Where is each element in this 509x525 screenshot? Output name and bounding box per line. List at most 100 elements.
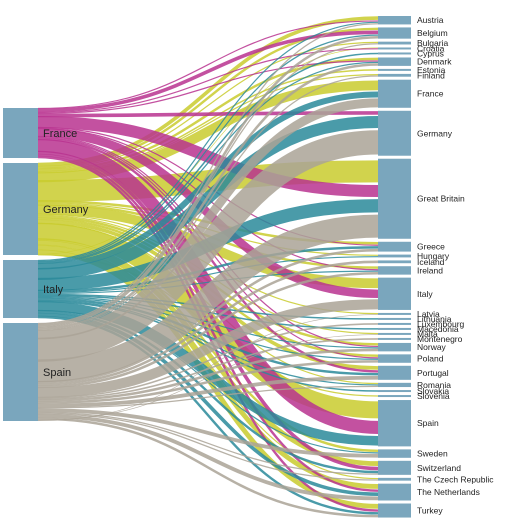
target-label-hungary: Hungary	[417, 251, 450, 261]
link-italy-to-denmark	[37, 61, 379, 265]
target-node-montenegro	[378, 337, 411, 340]
link-italy-to-portugal	[37, 297, 379, 376]
target-node-austria	[378, 16, 411, 25]
target-label-bulgaria: Bulgaria	[417, 38, 448, 48]
source-label-italy: Italy	[43, 284, 64, 296]
link-spain-to-luxembourg	[37, 323, 379, 399]
link-italy-to-poland	[37, 296, 379, 360]
source-node-spain	[3, 323, 38, 421]
target-node-slovakia	[378, 390, 411, 393]
link-spain-to-italy	[37, 299, 379, 398]
link-spain-to-the-czech-republic	[37, 412, 379, 481]
target-label-turkey: Turkey	[417, 506, 443, 516]
target-label-belgium: Belgium	[417, 28, 448, 38]
link-spain-to-belgium	[37, 35, 379, 327]
link-spain-to-portugal	[37, 375, 379, 408]
target-node-spain	[378, 400, 411, 447]
target-label-romania: Romania	[417, 380, 451, 390]
target-label-france: France	[417, 89, 444, 99]
target-node-turkey	[378, 503, 411, 518]
target-node-norway	[378, 342, 411, 352]
target-node-lithuania	[378, 317, 411, 320]
target-node-cyprus	[378, 52, 411, 55]
target-node-great-britain	[378, 158, 411, 239]
target-node-switzerland	[378, 460, 411, 475]
link-spain-to-finland	[37, 75, 379, 332]
target-node-latvia	[378, 312, 411, 315]
target-node-italy	[378, 277, 411, 310]
target-label-slovenia: Slovenia	[417, 391, 450, 401]
target-node-bulgaria	[378, 41, 411, 45]
target-label-portugal: Portugal	[417, 368, 449, 378]
link-italy-to-austria	[37, 21, 379, 262]
link-italy-to-ireland	[37, 270, 379, 295]
target-node-sweden	[378, 449, 411, 458]
target-node-macedonia	[378, 327, 411, 330]
target-node-luxembourg	[378, 322, 411, 325]
link-spain-to-france	[37, 98, 379, 340]
link-spain-to-norway	[37, 348, 379, 402]
target-node-germany	[378, 110, 411, 156]
target-node-portugal	[378, 365, 411, 380]
target-node-the-netherlands	[378, 483, 411, 501]
source-node-italy	[3, 260, 38, 318]
link-spain-to-montenegro	[37, 338, 379, 400]
target-label-luxembourg: Luxembourg	[417, 319, 465, 329]
target-label-finland: Finland	[417, 70, 445, 80]
link-france-to-turkey	[37, 155, 379, 512]
source-node-france	[3, 108, 38, 158]
link-italy-to-greece	[37, 246, 379, 293]
link-italy-to-hungary	[37, 256, 379, 294]
target-node-hungary	[378, 254, 411, 258]
target-label-the-netherlands: The Netherlands	[417, 487, 480, 497]
link-spain-to-germany	[37, 130, 379, 362]
target-label-great-britain: Great Britain	[417, 194, 465, 204]
link-spain-to-austria	[37, 23, 379, 325]
source-label-france: France	[43, 128, 77, 140]
target-node-malta	[378, 332, 411, 335]
target-node-ireland	[378, 266, 411, 275]
link-spain-to-latvia	[37, 314, 379, 422]
target-label-norway: Norway	[417, 342, 447, 352]
link-spain-to-the-netherlands	[37, 413, 379, 501]
target-label-montenegro: Montenegro	[417, 334, 463, 344]
link-spain-to-denmark	[37, 63, 379, 330]
source-node-germany	[3, 163, 38, 255]
sankey-links	[37, 16, 379, 518]
target-node-estonia	[378, 68, 411, 71]
link-spain-to-ireland	[37, 271, 379, 389]
target-node-finland	[378, 73, 411, 77]
target-label-sweden: Sweden	[417, 449, 448, 459]
link-spain-to-iceland	[37, 260, 379, 386]
target-label-iceland: Iceland	[417, 257, 445, 267]
target-label-slovakia: Slovakia	[417, 386, 449, 396]
target-node-greece	[378, 241, 411, 252]
target-label-denmark: Denmark	[417, 57, 452, 67]
target-label-germany: Germany	[417, 128, 453, 138]
link-spain-to-malta	[37, 334, 379, 421]
link-spain-to-poland	[37, 360, 379, 405]
target-node-iceland	[378, 260, 411, 264]
source-nodes: France Germany Italy Spain	[3, 108, 89, 421]
target-node-poland	[378, 354, 411, 363]
link-spain-to-greece	[37, 248, 379, 384]
link-spain-to-turkey	[37, 417, 379, 518]
target-node-denmark	[378, 57, 411, 66]
link-spain-to-great-britain	[37, 214, 379, 383]
source-label-germany: Germany	[43, 204, 89, 216]
target-label-spain: Spain	[417, 418, 439, 428]
target-node-belgium	[378, 27, 411, 39]
target-label-latvia: Latvia	[417, 309, 440, 319]
link-spain-to-bulgaria	[37, 43, 379, 328]
target-node-france	[378, 79, 411, 108]
link-france-to-belgium	[37, 30, 379, 113]
target-node-romania	[378, 382, 411, 388]
link-france-to-austria	[37, 20, 379, 110]
link-spain-to-romania	[37, 385, 379, 409]
target-label-cyprus: Cyprus	[417, 48, 444, 58]
target-label-estonia: Estonia	[417, 65, 446, 75]
link-france-to-great-britain	[37, 115, 379, 198]
target-label-poland: Poland	[417, 354, 444, 364]
target-label-austria: Austria	[417, 15, 444, 25]
target-label-macedonia: Macedonia	[417, 324, 459, 334]
